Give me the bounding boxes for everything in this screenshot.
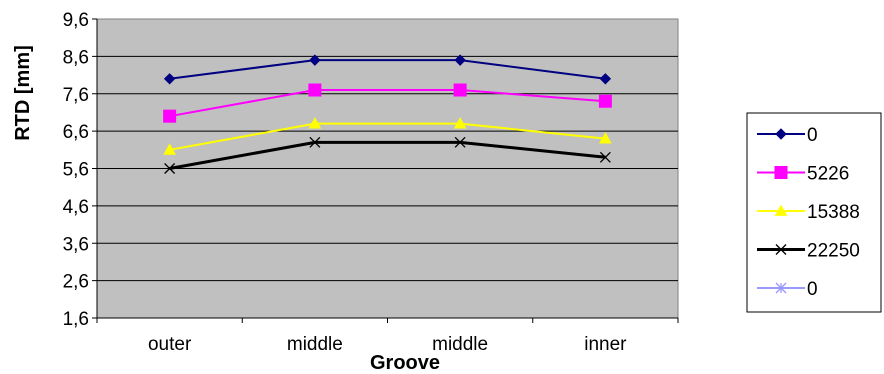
legend-label: 0	[807, 125, 818, 146]
series-22250	[164, 136, 611, 174]
data-point	[453, 83, 467, 97]
y-tick-label: 1,6	[63, 309, 89, 330]
legend-label: 0	[807, 279, 818, 300]
data-point	[164, 163, 176, 174]
series-group	[163, 54, 612, 174]
y-tick-label: 7,6	[63, 85, 89, 106]
legend-label: 5226	[807, 164, 849, 185]
data-point	[309, 136, 321, 148]
data-point	[775, 282, 787, 294]
y-axis-title: RTD [mm]	[12, 45, 34, 141]
series-line	[169, 89, 606, 118]
data-point	[163, 143, 176, 155]
data-point	[599, 73, 612, 85]
legend-label: 15388	[807, 202, 860, 223]
legend-label: 22250	[807, 241, 860, 262]
data-point	[774, 204, 788, 216]
y-tick-label: 9,6	[63, 10, 89, 31]
y-tick-label: 6,6	[63, 122, 89, 143]
data-point	[163, 73, 176, 85]
y-tick-label: 5,6	[63, 160, 89, 181]
data-point	[454, 136, 466, 148]
y-tick-label: 3,6	[63, 234, 89, 255]
legend-entry: 0	[757, 279, 818, 300]
legend-entry: 22250	[757, 241, 860, 262]
data-point	[598, 94, 612, 108]
data-point	[599, 132, 612, 144]
series-line	[169, 122, 606, 151]
legend-entry: 0	[757, 125, 818, 146]
data-point	[775, 128, 787, 140]
data-point	[308, 117, 322, 129]
data-point	[599, 151, 611, 163]
legend-entry: 5226	[757, 164, 849, 185]
series-0	[163, 54, 612, 85]
y-tick-label: 2,6	[63, 272, 89, 293]
data-point	[454, 54, 466, 66]
gridlines	[97, 55, 678, 282]
x-tick-label: middle	[432, 334, 488, 355]
x-tick-label: middle	[287, 334, 343, 355]
y-tick-label: 8,6	[63, 47, 89, 68]
x-tick-label: inner	[584, 334, 627, 355]
x-axis-title: Groove	[370, 352, 440, 374]
y-axis-ticks: 1,6 2,6 3,6 4,6 5,6 6,6 7,6 8,6 9,6	[63, 10, 97, 330]
data-point	[775, 244, 787, 255]
data-point	[163, 109, 177, 123]
data-point	[774, 166, 788, 179]
x-tick-label: outer	[148, 334, 192, 355]
data-point	[453, 117, 467, 129]
data-point	[309, 54, 321, 66]
series-15388	[163, 117, 612, 155]
legend: 0 5226 15388 22250 0	[746, 112, 882, 313]
x-axis-ticks: outer middle middle inner	[96, 19, 679, 355]
series-5226	[163, 83, 612, 123]
series-line	[169, 140, 606, 170]
legend-box	[746, 112, 882, 313]
series-line	[169, 59, 606, 80]
data-point	[308, 83, 322, 97]
legend-entry: 15388	[757, 202, 860, 223]
y-tick-label: 4,6	[63, 197, 89, 218]
